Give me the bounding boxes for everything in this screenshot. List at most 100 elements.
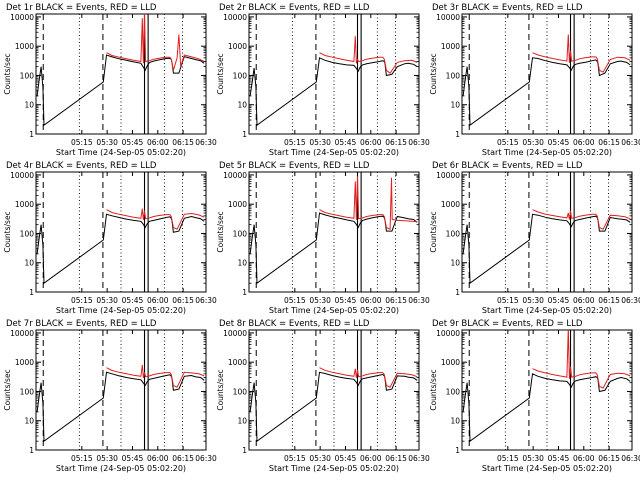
chart-panel-3: Det 3r BLACK = Events, RED = LLD 1 10 100 10… [429, 3, 640, 157]
x-tick-label: 06:30 [408, 138, 430, 147]
y-tick-label: 10000 [223, 13, 247, 22]
x-tick-label: 05:15 [284, 454, 306, 463]
x-tick-label: 06:00 [360, 138, 382, 147]
series-line-lld [319, 367, 418, 388]
x-tick-label: 06:15 [598, 454, 620, 463]
y-axis-label: Counts/sec [429, 53, 438, 94]
x-tick-label: 06:30 [195, 296, 217, 305]
x-tick-label: 06:15 [172, 296, 194, 305]
chart-panel-1: Det 1r BLACK = Events, RED = LLD 1 10 100 10… [3, 3, 217, 157]
series-line-events [36, 213, 205, 285]
x-axis-label: Start Time (24-Sep-05 05:02:20) [482, 306, 612, 315]
chart-panel-5: Det 5r BLACK = Events, RED = LLD 1 10 100 10… [216, 161, 430, 315]
x-tick-label: 06:00 [360, 454, 382, 463]
y-tick-label: 100 [20, 387, 35, 396]
chart-panel-6: Det 6r BLACK = Events, RED = LLD 1 10 100 10… [429, 161, 640, 315]
series-line-events [462, 57, 631, 127]
plot-area [36, 172, 205, 292]
y-tick-label: 10000 [436, 171, 460, 180]
x-tick-label: 05:30 [309, 138, 331, 147]
x-tick-label: 05:45 [548, 296, 570, 305]
x-tick-label: 06:15 [598, 296, 620, 305]
chart-panel-7: Det 7r BLACK = Events, RED = LLD 1 10 100 10… [3, 319, 217, 473]
y-tick-label: 10000 [10, 329, 34, 338]
y-tick-label: 1000 [441, 42, 460, 51]
y-axis-label: Counts/sec [3, 53, 12, 94]
y-tick-label: 100 [233, 71, 248, 80]
plot-area [36, 14, 205, 134]
y-tick-label: 10 [237, 101, 247, 110]
chart-panel-2: Det 2r BLACK = Events, RED = LLD 1 10 100 10… [216, 3, 430, 157]
y-tick-label: 10 [450, 417, 460, 426]
y-tick-label: 1 [242, 130, 247, 139]
x-tick-label: 06:15 [385, 138, 407, 147]
y-tick-label: 100 [233, 229, 248, 238]
series-line-events [249, 212, 418, 285]
y-tick-label: 1000 [441, 358, 460, 367]
x-tick-label: 06:15 [385, 296, 407, 305]
y-tick-label: 100 [446, 71, 461, 80]
y-tick-label: 1 [29, 288, 34, 297]
series-line-lld [532, 34, 631, 73]
y-tick-label: 1000 [15, 200, 34, 209]
x-tick-label: 05:45 [122, 296, 144, 305]
y-tick-label: 1 [242, 288, 247, 297]
x-tick-label: 05:30 [96, 296, 118, 305]
chart-panel-9: Det 9r BLACK = Events, RED = LLD 1 10 100 10… [429, 319, 640, 473]
x-axis-label: Start Time (24-Sep-05 05:02:20) [56, 148, 186, 157]
x-tick-label: 05:30 [309, 454, 331, 463]
x-tick-label: 05:45 [122, 138, 144, 147]
x-tick-label: 05:15 [497, 454, 519, 463]
chart-title: Det 9r BLACK = Events, RED = LLD [432, 319, 583, 329]
y-tick-label: 10 [450, 259, 460, 268]
x-tick-label: 06:15 [385, 454, 407, 463]
x-tick-label: 05:30 [96, 138, 118, 147]
x-tick-label: 06:30 [621, 296, 640, 305]
x-tick-label: 06:00 [147, 138, 169, 147]
y-tick-label: 1 [29, 130, 34, 139]
x-tick-label: 06:15 [598, 138, 620, 147]
x-tick-label: 06:30 [195, 454, 217, 463]
x-tick-label: 05:45 [548, 138, 570, 147]
y-tick-label: 1000 [441, 200, 460, 209]
plot-area [249, 330, 418, 450]
y-tick-label: 1000 [228, 358, 247, 367]
y-tick-label: 10000 [436, 13, 460, 22]
x-axis-label: Start Time (24-Sep-05 05:02:20) [56, 464, 186, 473]
x-tick-label: 05:45 [122, 454, 144, 463]
chart-title: Det 4r BLACK = Events, RED = LLD [6, 161, 157, 171]
series-line-lld [106, 14, 205, 71]
x-tick-label: 05:45 [335, 138, 357, 147]
series-line-lld [319, 36, 418, 74]
series-line-events [36, 371, 205, 443]
series-line-events [249, 371, 418, 443]
x-tick-label: 06:00 [147, 454, 169, 463]
x-axis-label: Start Time (24-Sep-05 05:02:20) [56, 306, 186, 315]
x-axis-label: Start Time (24-Sep-05 05:02:20) [482, 148, 612, 157]
plot-area [462, 172, 631, 292]
x-tick-label: 05:30 [96, 454, 118, 463]
y-tick-label: 10 [450, 101, 460, 110]
y-tick-label: 10 [24, 259, 34, 268]
y-tick-label: 10000 [436, 329, 460, 338]
y-tick-label: 10000 [10, 13, 34, 22]
x-tick-label: 06:00 [147, 296, 169, 305]
y-axis-label: Counts/sec [216, 211, 225, 252]
chart-title: Det 3r BLACK = Events, RED = LLD [432, 3, 583, 13]
series-line-events [36, 54, 205, 127]
series-line-lld [106, 364, 205, 388]
x-tick-label: 06:00 [573, 454, 595, 463]
chart-panel-8: Det 8r BLACK = Events, RED = LLD 1 10 100 10… [216, 319, 430, 473]
chart-panel-4: Det 4r BLACK = Events, RED = LLD 1 10 100 10… [3, 161, 217, 315]
x-axis-label: Start Time (24-Sep-05 05:02:20) [269, 306, 399, 315]
x-tick-label: 05:30 [522, 454, 544, 463]
x-axis-label: Start Time (24-Sep-05 05:02:20) [269, 148, 399, 157]
x-tick-label: 06:00 [573, 296, 595, 305]
y-axis-label: Counts/sec [216, 369, 225, 410]
chart-title: Det 8r BLACK = Events, RED = LLD [219, 319, 370, 329]
series-line-events [249, 57, 418, 127]
x-tick-label: 06:30 [408, 296, 430, 305]
series-line-lld [532, 330, 631, 389]
x-tick-label: 06:30 [195, 138, 217, 147]
